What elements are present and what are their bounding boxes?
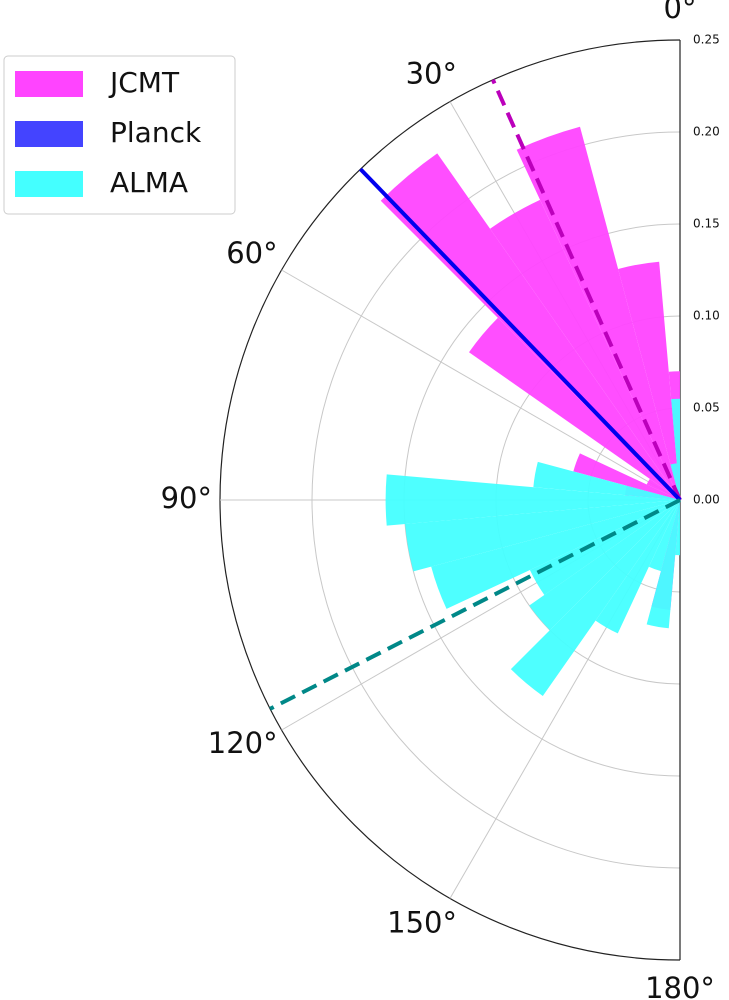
r-tick-label: 0.10 [693,309,720,323]
angle-tick-label: 120° [208,726,278,760]
legend-label: ALMA [110,166,188,199]
bar [595,500,680,634]
r-tick-label: 0.00 [693,493,720,507]
direction-line [269,498,681,711]
direction-line [359,167,682,502]
legend-label: JCMT [108,66,180,99]
direction-line [491,78,682,501]
r-tick-label: 0.25 [693,33,720,47]
angle-tick-label: 150° [387,905,457,939]
bar [405,500,680,572]
grid-spoke [281,269,681,501]
legend-swatch [15,171,83,197]
legend-swatch [15,121,83,147]
bar [490,199,680,500]
bar [468,317,680,500]
angle-tick-label: 30° [406,57,457,91]
bar [510,500,680,696]
r-tick-label: 0.20 [693,125,720,139]
bar [529,500,680,631]
bar [675,500,680,556]
bar [529,500,680,595]
angle-tick-label: 90° [161,481,212,515]
bar [618,261,680,500]
angle-tick-label: 180° [645,971,715,1000]
legend-swatch [15,71,83,97]
angle-tick-label: 60° [226,236,277,270]
r-tick-label: 0.05 [693,401,720,415]
bar [646,500,680,629]
bar [380,153,680,501]
bar [431,500,680,609]
bar [646,478,680,500]
bar [533,461,680,500]
bar [671,398,680,500]
r-tick-label: 0.15 [693,217,720,231]
bar [385,474,680,526]
bar [648,500,680,572]
angle-tick-label: 0° [664,0,697,25]
legend-label: Planck [110,116,202,149]
bar [573,453,680,500]
